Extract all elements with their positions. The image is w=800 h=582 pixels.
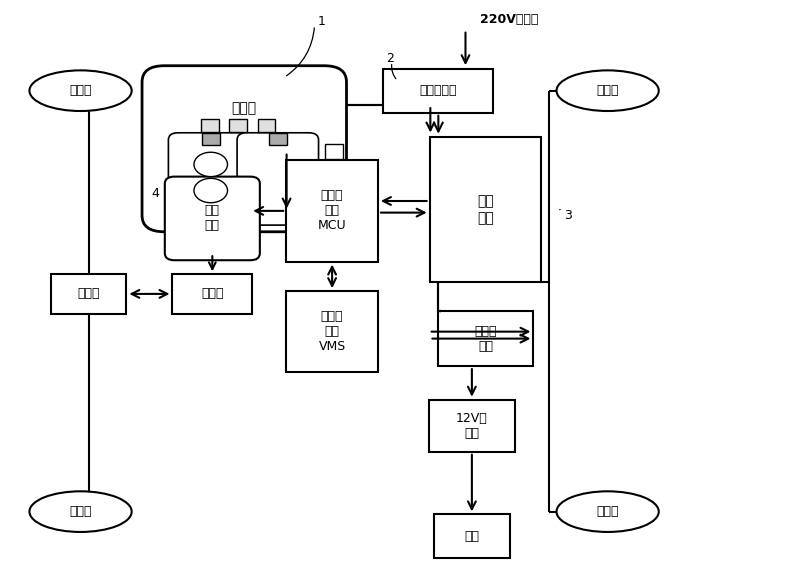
Text: 电机控
制器
MCU: 电机控 制器 MCU <box>318 189 346 232</box>
FancyBboxPatch shape <box>383 69 494 113</box>
Ellipse shape <box>557 491 658 532</box>
Text: 整车控
制器
VMS: 整车控 制器 VMS <box>318 310 346 353</box>
Text: 变速箱: 变速箱 <box>201 288 223 300</box>
Text: 驱动
电机: 驱动 电机 <box>205 204 220 232</box>
FancyBboxPatch shape <box>325 144 342 159</box>
Ellipse shape <box>30 70 132 111</box>
FancyBboxPatch shape <box>172 274 252 314</box>
FancyBboxPatch shape <box>286 160 378 262</box>
FancyBboxPatch shape <box>142 66 346 232</box>
Text: 4: 4 <box>152 187 159 200</box>
Text: 2: 2 <box>386 52 394 65</box>
Text: 左前轮: 左前轮 <box>70 505 92 518</box>
Text: 高压
电池: 高压 电池 <box>477 194 494 225</box>
FancyBboxPatch shape <box>286 291 378 372</box>
FancyBboxPatch shape <box>434 514 510 558</box>
Ellipse shape <box>557 70 658 111</box>
Ellipse shape <box>30 491 132 532</box>
FancyBboxPatch shape <box>165 176 260 260</box>
Text: 增程器: 增程器 <box>232 102 257 116</box>
FancyBboxPatch shape <box>201 119 218 132</box>
Text: 车载充电器: 车载充电器 <box>419 84 457 97</box>
Text: 差速器: 差速器 <box>78 288 100 300</box>
Circle shape <box>194 178 227 203</box>
FancyBboxPatch shape <box>229 119 246 132</box>
Text: 右前轮: 右前轮 <box>70 84 92 97</box>
Text: 1: 1 <box>318 15 326 27</box>
Text: 左前轮: 左前轮 <box>596 505 619 518</box>
FancyBboxPatch shape <box>429 400 515 452</box>
FancyBboxPatch shape <box>169 133 253 225</box>
FancyBboxPatch shape <box>50 274 126 314</box>
Circle shape <box>194 152 227 176</box>
FancyBboxPatch shape <box>430 137 542 282</box>
Text: 12V小
电池: 12V小 电池 <box>456 411 488 440</box>
Text: 空调: 空调 <box>464 530 479 542</box>
Text: 3: 3 <box>565 209 572 222</box>
FancyBboxPatch shape <box>438 311 534 366</box>
FancyBboxPatch shape <box>269 133 286 146</box>
Text: 右后轮: 右后轮 <box>596 84 619 97</box>
FancyBboxPatch shape <box>202 133 219 146</box>
Text: 直流变
换器: 直流变 换器 <box>474 325 497 353</box>
Text: 220V交流电: 220V交流电 <box>480 13 538 26</box>
FancyBboxPatch shape <box>237 133 318 225</box>
FancyBboxPatch shape <box>258 119 275 132</box>
